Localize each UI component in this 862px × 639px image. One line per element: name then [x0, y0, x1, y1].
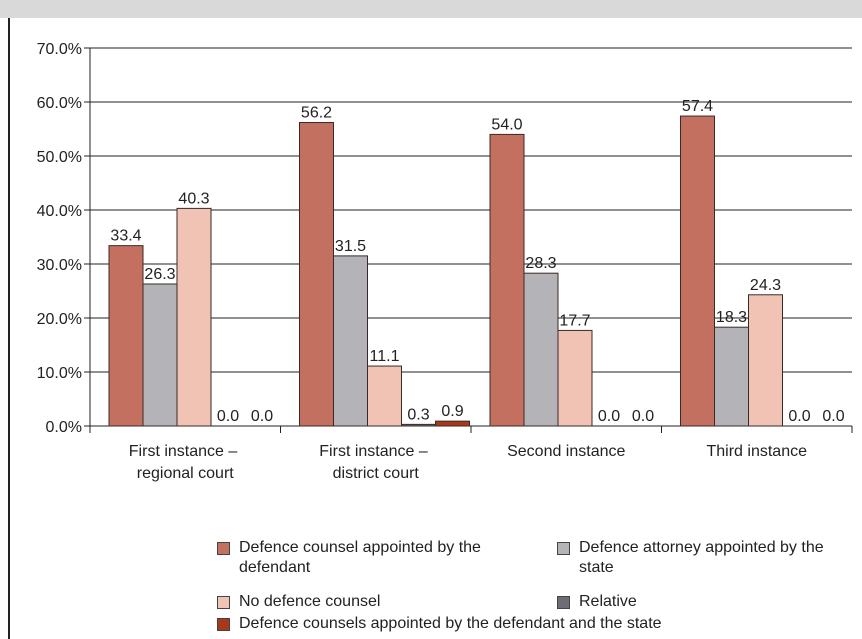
data-label: 0.0 [251, 408, 273, 425]
legend-entry: Defence attorney appointed by the state [557, 538, 849, 578]
top-band [0, 0, 862, 18]
bar [108, 245, 144, 427]
legend-label: Defence counsel appointed by the defenda… [239, 539, 481, 576]
legend-entry: Defence counsel appointed by the defenda… [217, 538, 509, 578]
bar [299, 122, 334, 427]
y-tick-label: 60.0% [37, 95, 82, 112]
bar [401, 423, 436, 427]
bar [680, 115, 715, 427]
bar [714, 326, 749, 427]
data-label: 24.3 [750, 277, 781, 294]
y-tick-label: 0.0% [46, 419, 82, 436]
data-label: 18.3 [716, 309, 747, 326]
data-label: 11.1 [370, 348, 400, 365]
bar [489, 133, 525, 427]
data-label: 56.2 [301, 105, 332, 122]
y-tick-label: 30.0% [37, 257, 82, 274]
legend-entry: Relative [557, 592, 849, 612]
x-tick-label: Second instance [507, 443, 625, 460]
y-tick-label: 70.0% [37, 41, 82, 58]
x-tick-label: First instance – district court [319, 443, 432, 482]
data-label: 28.3 [525, 255, 556, 272]
data-label: 26.3 [144, 266, 175, 283]
data-label: 54.0 [491, 116, 522, 133]
y-tick-label: 20.0% [37, 311, 82, 328]
legend-label: Defence counsels appointed by the defend… [239, 615, 662, 632]
legend-swatch [217, 596, 230, 609]
legend-entry: Defence counsels appointed by the defend… [217, 614, 839, 634]
data-label: 0.9 [441, 403, 463, 420]
data-label: 57.4 [682, 98, 713, 115]
x-tick-label: First instance – regional court [129, 443, 242, 482]
bar [435, 420, 470, 427]
bar [176, 207, 212, 427]
bar [748, 294, 783, 427]
legend-label: Defence attorney appointed by the state [579, 539, 824, 576]
bar [333, 255, 368, 427]
data-label: 0.0 [632, 408, 654, 425]
data-label: 0.0 [217, 408, 239, 425]
bar [142, 283, 178, 427]
legend-label: Relative [579, 593, 637, 610]
data-label: 40.3 [178, 190, 209, 207]
legend-swatch [217, 618, 230, 631]
data-label: 33.4 [110, 228, 141, 245]
data-label: 17.7 [559, 312, 590, 329]
bar [367, 365, 402, 427]
legend-entry: No defence counsel [217, 592, 509, 612]
legend-label: No defence counsel [239, 593, 381, 610]
y-tick-label: 50.0% [37, 149, 82, 166]
bar [523, 272, 559, 427]
legend-swatch [217, 542, 230, 555]
y-tick-label: 40.0% [37, 203, 82, 220]
bar [557, 329, 593, 427]
data-label: 0.0 [598, 408, 620, 425]
legend-swatch [557, 596, 570, 609]
x-tick-label: Third instance [707, 443, 808, 460]
legend-swatch [557, 542, 570, 555]
data-label: 31.5 [335, 238, 366, 255]
data-label: 0.0 [788, 408, 810, 425]
data-label: 0.3 [407, 406, 429, 423]
y-tick-label: 10.0% [37, 365, 82, 382]
data-label: 0.0 [822, 408, 844, 425]
